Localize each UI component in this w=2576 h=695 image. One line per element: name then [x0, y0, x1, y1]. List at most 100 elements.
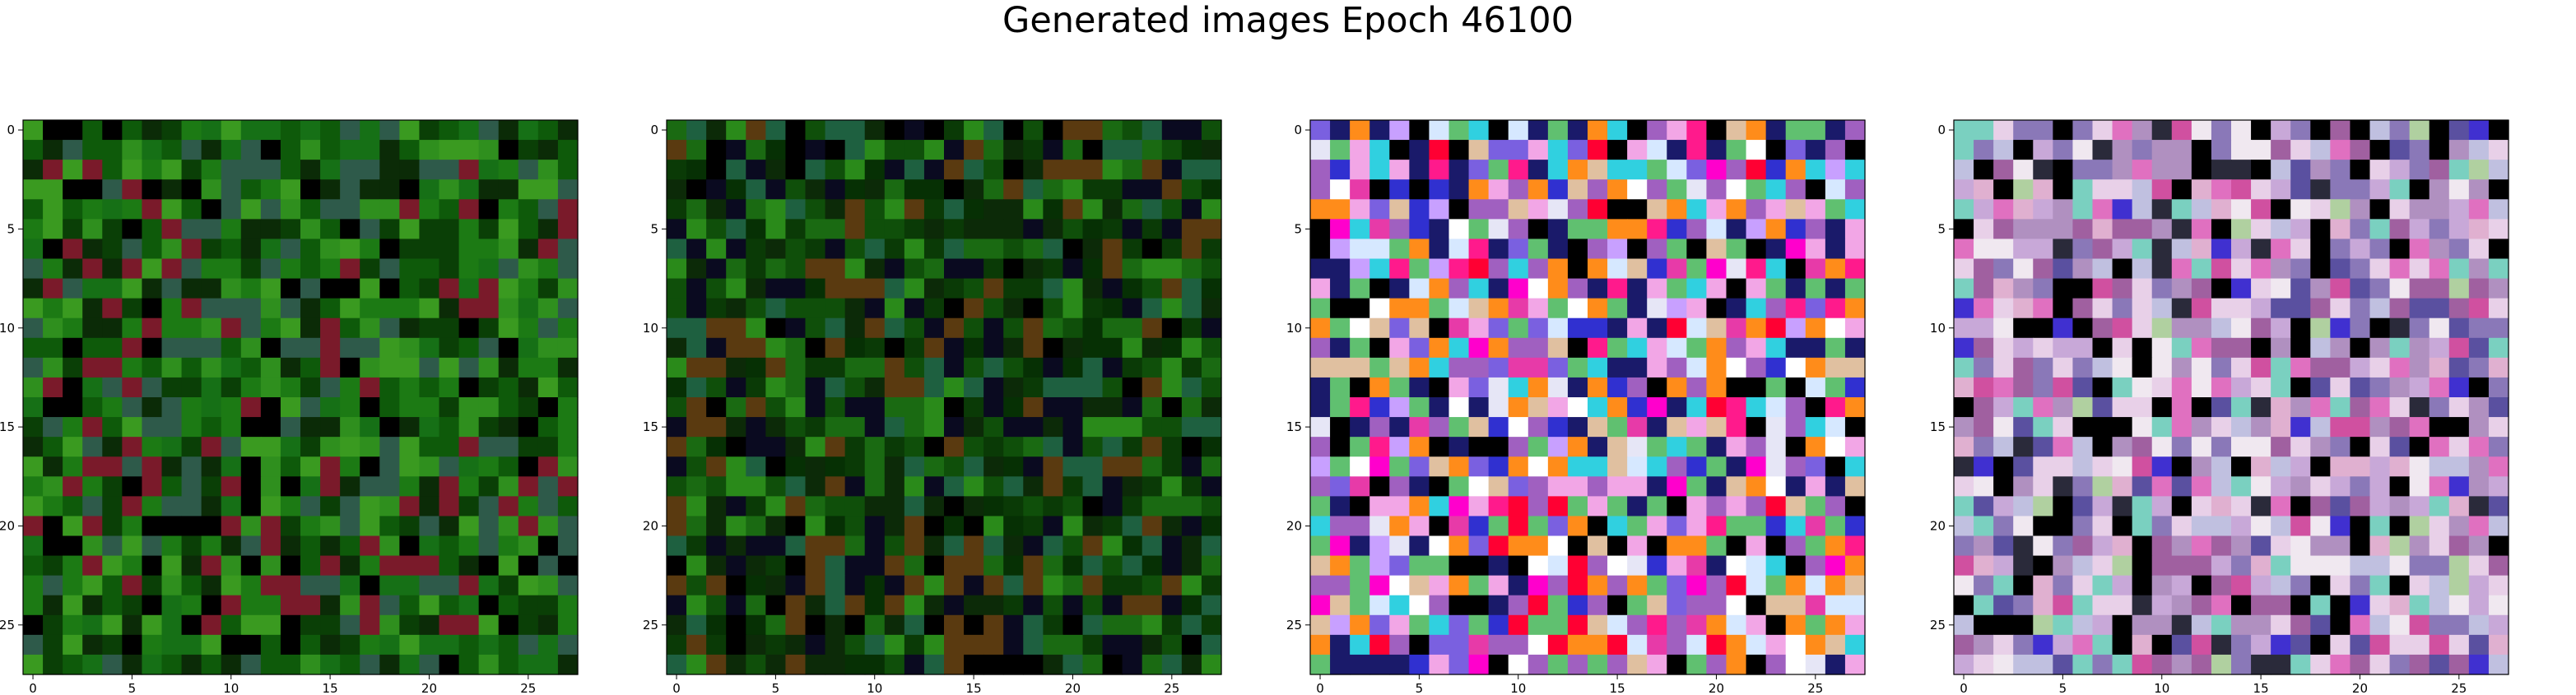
- image-pixel: [964, 535, 984, 557]
- image-pixel: [1201, 120, 1222, 141]
- image-pixel: [785, 476, 807, 497]
- image-pixel: [1043, 516, 1064, 537]
- image-pixel: [300, 535, 321, 557]
- image-pixel: [1805, 417, 1826, 438]
- image-pixel: [221, 456, 242, 477]
- image-pixel: [2389, 219, 2411, 240]
- image-pixel: [1468, 535, 1490, 557]
- image-pixel: [1954, 634, 1974, 656]
- image-pixel: [360, 317, 380, 339]
- image-pixel: [1547, 317, 1569, 339]
- image-pixel: [399, 614, 421, 636]
- image-pixel: [1102, 140, 1123, 160]
- image-pixel: [1468, 120, 1490, 141]
- image-pixel: [2448, 298, 2470, 319]
- image-pixel: [1844, 239, 1866, 260]
- image-pixel: [1201, 575, 1222, 596]
- image-pixel: [478, 160, 500, 180]
- image-pixel: [63, 199, 83, 220]
- image-pixel: [320, 298, 341, 319]
- image-pixel: [122, 595, 143, 616]
- x-tick-label: 10: [223, 681, 239, 695]
- image-pixel: [1805, 199, 1826, 220]
- image-pixel: [1350, 575, 1370, 596]
- image-pixel: [1765, 278, 1787, 299]
- image-pixel: [964, 437, 984, 457]
- y-tick-label: 10: [1286, 321, 1302, 336]
- image-pixel: [1310, 199, 1331, 220]
- image-pixel: [2369, 179, 2391, 200]
- image-pixel: [1974, 397, 1994, 418]
- image-pixel: [1181, 614, 1202, 636]
- image-pixel: [2389, 476, 2411, 497]
- image-pixel: [1527, 397, 1549, 418]
- image-pixel: [399, 535, 421, 557]
- image-pixel: [667, 140, 687, 160]
- image-pixel: [1082, 140, 1104, 160]
- image-pixel: [2350, 456, 2371, 477]
- image-pixel: [1974, 456, 1994, 477]
- image-pixel: [667, 535, 687, 557]
- image-pixel: [2330, 298, 2351, 319]
- image-pixel: [1181, 535, 1202, 557]
- image-pixel: [964, 179, 984, 200]
- x-tick-label: 10: [2154, 681, 2169, 695]
- image-pixel: [498, 239, 519, 260]
- image-pixel: [2092, 179, 2113, 200]
- image-pixel: [2092, 278, 2113, 299]
- image-pixel: [557, 634, 579, 656]
- image-pixel: [2468, 357, 2490, 378]
- image-pixel: [964, 456, 984, 477]
- image-pixel: [1003, 496, 1024, 517]
- image-pixel: [82, 298, 103, 319]
- image-pixel: [904, 258, 925, 280]
- image-pixel: [2429, 535, 2450, 557]
- image-pixel: [1607, 535, 1628, 557]
- image-pixel: [2429, 397, 2450, 418]
- image-pixel: [964, 417, 984, 438]
- image-pixel: [2033, 595, 2053, 616]
- image-pixel: [2053, 258, 2074, 280]
- image-pixel: [667, 476, 687, 497]
- image-pixel: [201, 298, 222, 319]
- image-pixel: [142, 278, 163, 299]
- image-pixel: [2171, 535, 2192, 557]
- image-pixel: [458, 575, 480, 596]
- image-pixel: [399, 120, 421, 141]
- image-pixel: [2448, 219, 2470, 240]
- image-pixel: [2468, 496, 2490, 517]
- image-pixel: [43, 239, 63, 260]
- image-pixel: [419, 397, 440, 418]
- image-pixel: [864, 614, 886, 636]
- image-pixel: [1508, 595, 1529, 616]
- image-pixel: [1023, 516, 1044, 537]
- image-pixel: [2171, 179, 2192, 200]
- image-pixel: [2112, 575, 2133, 596]
- image-pixel: [1627, 160, 1648, 180]
- image-pixel: [1330, 417, 1351, 438]
- image-pixel: [2429, 634, 2450, 656]
- x-tick-label: 0: [1316, 681, 1324, 695]
- image-pixel: [537, 476, 559, 497]
- image-pixel: [1547, 634, 1569, 656]
- image-pixel: [360, 535, 380, 557]
- image-pixel: [379, 437, 400, 457]
- image-pixel: [379, 535, 400, 557]
- image-pixel: [1785, 239, 1806, 260]
- image-pixel: [1588, 456, 1608, 477]
- image-pixel: [240, 614, 262, 636]
- image-pixel: [2112, 476, 2133, 497]
- image-pixel: [1567, 199, 1588, 220]
- image-pixel: [1122, 278, 1143, 299]
- image-pixel: [2092, 575, 2113, 596]
- image-pixel: [518, 496, 539, 517]
- image-pixel: [360, 337, 380, 359]
- image-pixel: [439, 516, 460, 537]
- image-pixel: [983, 317, 1004, 339]
- image-pixel: [1607, 258, 1628, 280]
- image-pixel: [498, 357, 519, 378]
- image-pixel: [2409, 179, 2430, 200]
- image-pixel: [884, 140, 905, 160]
- image-pixel: [1062, 496, 1084, 517]
- image-pixel: [1161, 199, 1183, 220]
